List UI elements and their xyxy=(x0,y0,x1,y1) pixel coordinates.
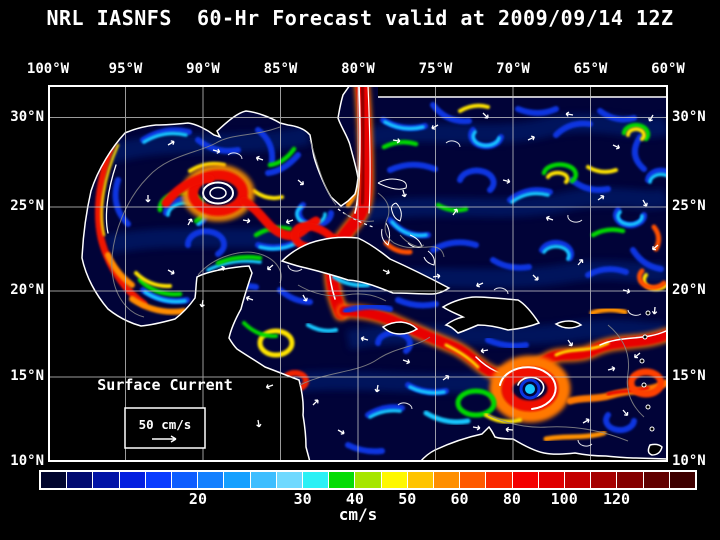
hispaniola-land xyxy=(441,296,541,334)
jamaica-land xyxy=(381,321,419,335)
colorbar-tick-label: 40 xyxy=(345,490,364,508)
colorbar-swatch xyxy=(303,472,330,488)
colorbar-swatch xyxy=(224,472,251,488)
surface-current-label: Surface Current xyxy=(97,376,232,394)
colorbar-swatch xyxy=(119,472,146,488)
lat-label-right: 15°N xyxy=(672,368,706,384)
lat-label-right: 10°N xyxy=(672,453,706,469)
lesser-antilles xyxy=(639,310,655,432)
lat-label-right: 30°N xyxy=(672,109,706,125)
map-area: Surface Current 50 cm/s xyxy=(47,77,677,463)
trinidad-land xyxy=(647,443,663,456)
lat-label-left: 25°N xyxy=(10,198,44,214)
colorbar-tick-label: 30 xyxy=(293,490,312,508)
lon-label: 80°W xyxy=(341,61,375,77)
colorbar-tick-label: 50 xyxy=(398,490,417,508)
colorbar-swatch xyxy=(512,472,539,488)
map-frame xyxy=(48,85,668,462)
cuba-land xyxy=(280,236,451,295)
colorbar-tick-label: 100 xyxy=(550,490,578,508)
lon-label: 85°W xyxy=(263,61,298,77)
colorbar-tick-label: 60 xyxy=(450,490,469,508)
colorbar-swatch xyxy=(538,472,566,488)
colorbar-swatch xyxy=(41,472,68,488)
lat-label-left: 30°N xyxy=(10,109,44,125)
colorbar-swatch xyxy=(669,472,696,488)
colorbar-swatch xyxy=(407,472,435,488)
lon-label: 70°W xyxy=(496,61,530,77)
colorbar-tick-label: 120 xyxy=(602,490,631,508)
colorbar-swatch xyxy=(250,472,277,488)
colorbar-swatch xyxy=(276,472,304,488)
lon-label: 75°W xyxy=(418,61,453,77)
colorbar-swatch xyxy=(591,472,618,488)
colorbar-tick-label: 80 xyxy=(502,490,521,508)
colorbar-swatch xyxy=(617,472,644,488)
colorbar-tick-label: 20 xyxy=(188,490,207,508)
colorbar-swatch xyxy=(145,472,173,488)
lat-label-left: 10°N xyxy=(10,453,44,469)
lon-label: 65°W xyxy=(573,61,608,77)
colorbar-swatch xyxy=(93,472,120,488)
current-map: Surface Current 50 cm/s xyxy=(47,77,677,463)
colorbar-units-label: cm/s xyxy=(338,505,378,524)
lon-label: 90°W xyxy=(186,61,220,77)
scale-value-label: 50 cm/s xyxy=(139,417,192,432)
colorbar-swatch xyxy=(486,472,513,488)
lat-label-right: 25°N xyxy=(672,198,706,214)
bahamas-outlines xyxy=(377,178,435,266)
lon-label: 60°W xyxy=(651,61,685,77)
plot-title: NRL IASNFS 60-Hr Forecast valid at 2009/… xyxy=(46,6,674,30)
gridlines xyxy=(48,85,668,462)
colorbar-swatch xyxy=(172,472,199,488)
lon-label: 100°W xyxy=(26,61,70,77)
colorbar-swatch xyxy=(329,472,356,488)
colorbar-swatch xyxy=(381,472,408,488)
scale-legend-box xyxy=(124,407,206,449)
colorbar-swatch xyxy=(460,472,487,488)
scale-arrow-icon xyxy=(152,435,177,443)
lat-label-left: 15°N xyxy=(10,368,44,384)
streamline-accents xyxy=(227,140,642,447)
lat-label-right: 20°N xyxy=(672,282,706,298)
lon-label: 95°W xyxy=(108,61,143,77)
colorbar-swatch xyxy=(355,472,382,488)
colorbar-swatch xyxy=(434,472,461,488)
lat-label-left: 20°N xyxy=(10,282,44,298)
puerto-rico-land xyxy=(554,320,583,329)
colorbar-swatch xyxy=(565,472,592,488)
domain-mask xyxy=(378,85,668,97)
caribbean-eddy xyxy=(489,355,571,423)
colorbar-swatch xyxy=(643,472,670,488)
colorbar-swatch xyxy=(198,472,225,488)
colorbar-swatch xyxy=(67,472,94,488)
colorbar xyxy=(39,470,697,490)
current-ribbons xyxy=(95,77,677,455)
